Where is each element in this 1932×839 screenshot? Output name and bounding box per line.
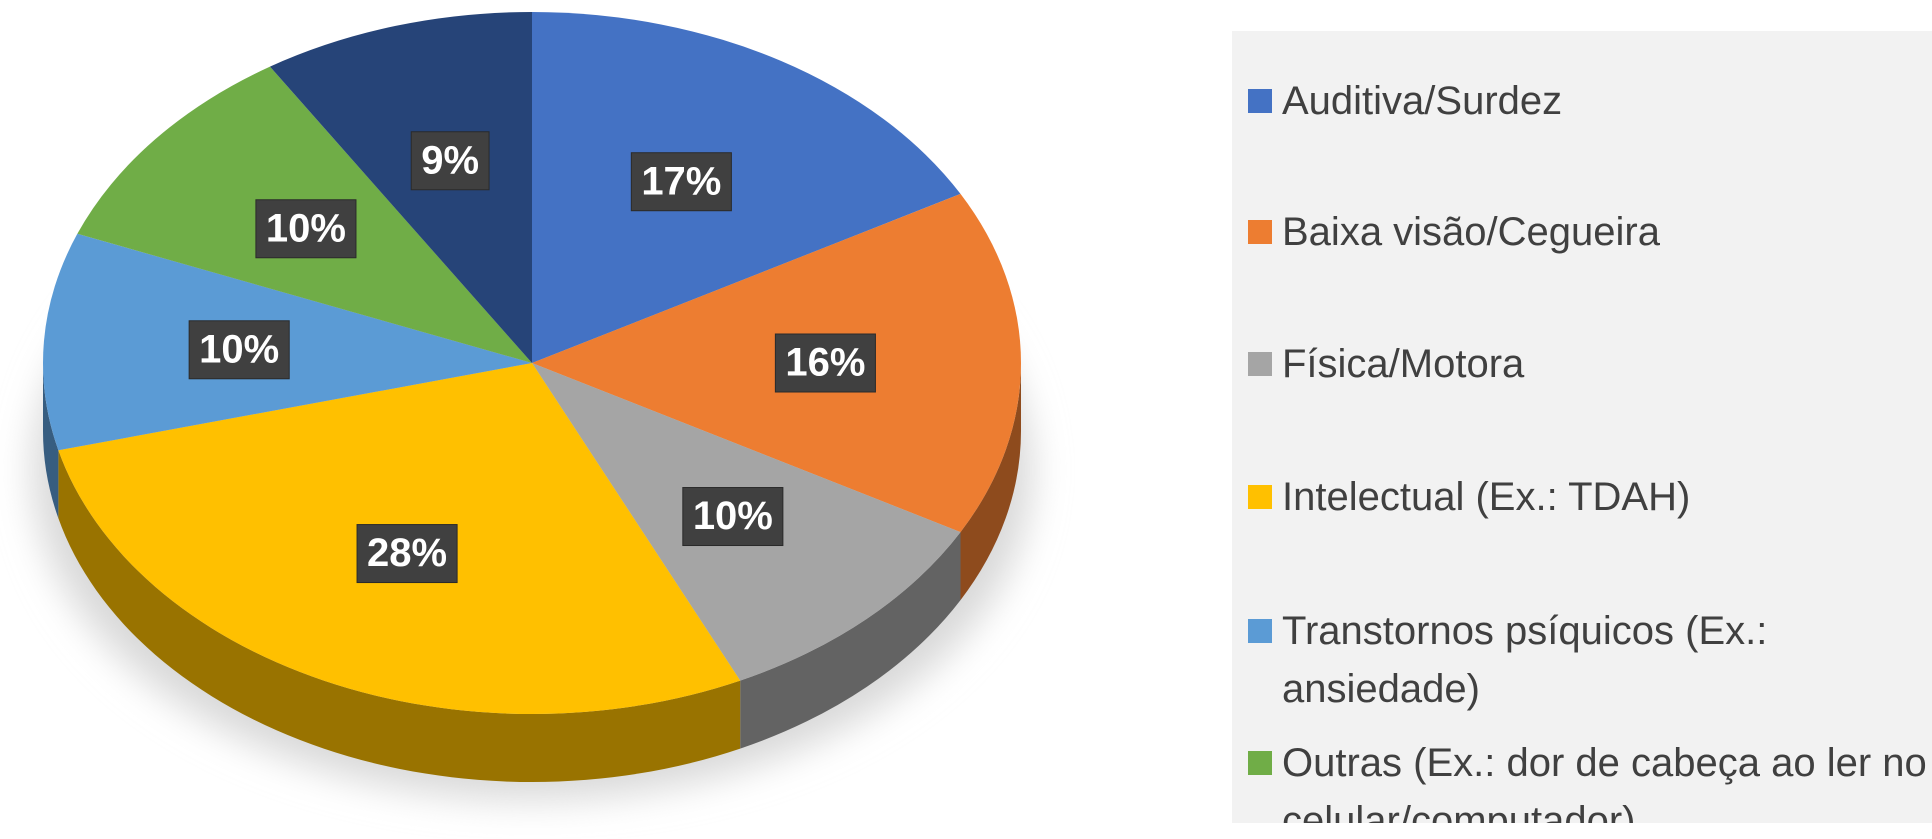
data-label: 10% bbox=[682, 487, 784, 547]
data-label-text: 9% bbox=[421, 138, 479, 182]
data-label-text: 28% bbox=[367, 531, 447, 575]
legend-label: Transtornos psíquicos (Ex.: ansiedade) bbox=[1282, 609, 1768, 711]
data-label: 28% bbox=[356, 524, 458, 584]
legend-label: Física/Motora bbox=[1282, 342, 1525, 386]
slice bbox=[532, 12, 961, 363]
legend-swatch bbox=[1248, 352, 1272, 376]
slice bbox=[269, 12, 532, 363]
legend-swatch bbox=[1248, 751, 1272, 775]
data-label-text: 10% bbox=[199, 327, 279, 371]
legend: Auditiva/Surdez Baixa visão/Cegueira Físic… bbox=[1232, 31, 1932, 823]
slice-side bbox=[960, 363, 1021, 601]
data-label-box bbox=[630, 152, 732, 212]
legend-entry: Baixa visão/Cegueira bbox=[1248, 203, 1928, 261]
data-label-text: 17% bbox=[641, 159, 721, 203]
data-label-text: 10% bbox=[693, 494, 773, 538]
slice-side bbox=[740, 532, 961, 749]
legend-swatch bbox=[1248, 89, 1272, 113]
chart: 17% 16% 10% 28% 10% 10% 9% bbox=[32, 12, 1032, 800]
legend-label: Intelectual (Ex.: TDAH) bbox=[1282, 475, 1691, 519]
legend-entry: Auditiva/Surdez bbox=[1248, 72, 1928, 130]
legend-swatch bbox=[1248, 220, 1272, 244]
legend-entry: Transtornos psíquicos (Ex.: ansiedade) bbox=[1248, 602, 1928, 718]
legend-swatch bbox=[1248, 485, 1272, 509]
legend-label: Baixa visão/Cegueira bbox=[1282, 210, 1660, 254]
slice-side bbox=[43, 363, 59, 519]
data-label-box bbox=[356, 524, 458, 584]
legend-entry: Outras (Ex.: dor de cabeça ao ler no cel… bbox=[1248, 734, 1928, 823]
data-label-text: 10% bbox=[266, 206, 346, 250]
data-label-box bbox=[682, 487, 784, 547]
data-label: 17% bbox=[630, 152, 732, 212]
legend-entry: Física/Motora bbox=[1248, 335, 1928, 393]
legend-label: Outras (Ex.: dor de cabeça ao ler no cel… bbox=[1282, 741, 1927, 823]
data-label: 16% bbox=[774, 333, 876, 393]
data-label-box bbox=[774, 333, 876, 393]
data-label-box bbox=[255, 199, 357, 259]
data-label: 10% bbox=[255, 199, 357, 259]
data-label-box bbox=[188, 320, 290, 380]
legend-swatch bbox=[1248, 619, 1272, 643]
data-label: 10% bbox=[188, 320, 290, 380]
data-label: 9% bbox=[410, 131, 490, 191]
slice-side bbox=[58, 450, 741, 782]
legend-label: Auditiva/Surdez bbox=[1282, 79, 1563, 123]
data-label-box bbox=[410, 131, 490, 191]
legend-entry: Intelectual (Ex.: TDAH) bbox=[1248, 468, 1928, 526]
data-label-text: 16% bbox=[785, 341, 865, 385]
